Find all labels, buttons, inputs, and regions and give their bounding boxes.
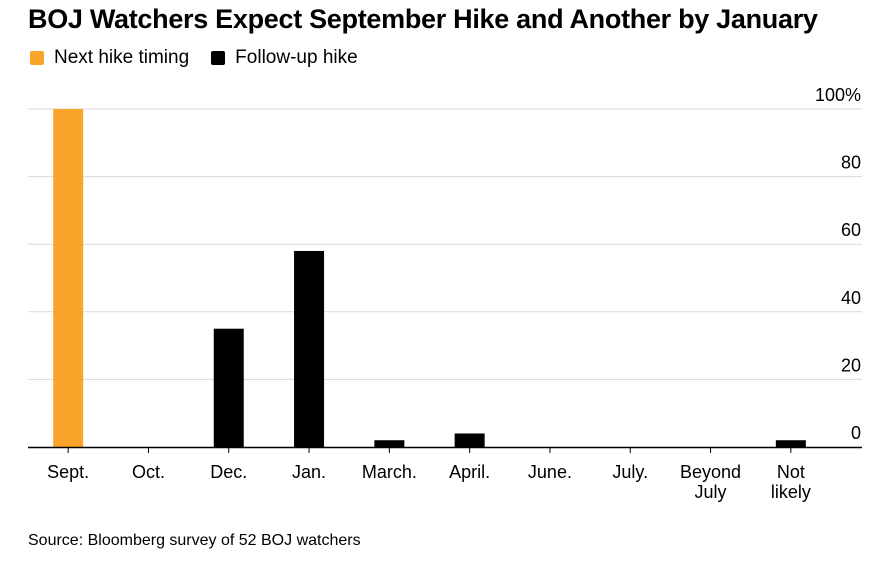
x-tick-label: Sept.	[47, 462, 89, 482]
legend-swatch-follow-up	[211, 51, 226, 65]
x-tick-label: likely	[771, 482, 811, 502]
legend-label-next-hike: Next hike timing	[54, 47, 190, 68]
bar-follow-up	[775, 440, 806, 447]
x-tick-label: June.	[528, 462, 572, 482]
bar-follow-up	[213, 328, 244, 447]
legend-item-next-hike: Next hike timing	[30, 47, 189, 69]
y-tick-label: 80	[841, 153, 861, 173]
y-tick-label: 100%	[815, 85, 861, 105]
x-tick-label: Dec.	[210, 462, 247, 482]
x-tick-label: April.	[449, 462, 490, 482]
legend-label-follow-up: Follow-up hike	[235, 47, 358, 68]
y-tick-label: 40	[841, 288, 861, 308]
legend-item-follow-up: Follow-up hike	[211, 47, 358, 69]
y-tick-label: 20	[841, 355, 861, 375]
chart-title: BOJ Watchers Expect September Hike and A…	[28, 4, 818, 34]
source-note: Source: Bloomberg survey of 52 BOJ watch…	[28, 532, 361, 549]
x-tick-label: Beyond	[680, 462, 741, 482]
bar-follow-up	[454, 433, 485, 447]
chart-legend: Next hike timing Follow-up hike	[30, 47, 380, 69]
x-tick-label: March.	[362, 462, 417, 482]
y-tick-label: 0	[851, 423, 861, 443]
x-tick-label: July.	[612, 462, 648, 482]
x-tick-label: Jan.	[292, 462, 326, 482]
bar-next-hike	[53, 109, 84, 447]
legend-swatch-next-hike	[30, 51, 44, 65]
y-tick-label: 60	[841, 220, 861, 240]
bar-follow-up	[294, 250, 325, 447]
x-tick-label: July	[695, 482, 727, 502]
x-tick-label: Not	[777, 462, 805, 482]
bar-follow-up	[374, 440, 405, 447]
x-tick-label: Oct.	[132, 462, 165, 482]
